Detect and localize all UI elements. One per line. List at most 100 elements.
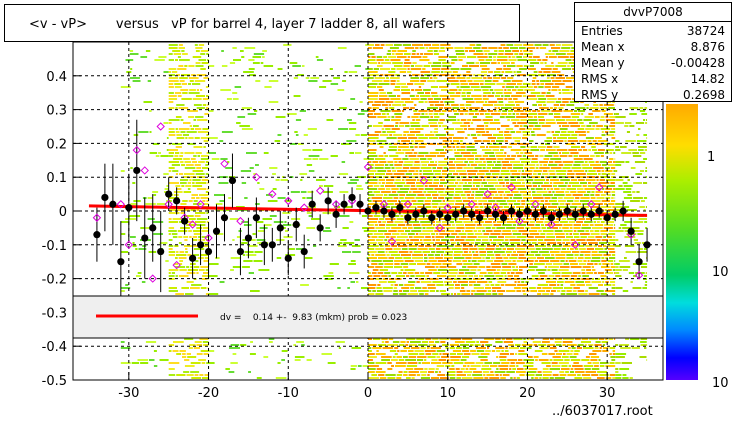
heatmap-cell xyxy=(643,248,648,250)
heatmap-cell xyxy=(592,218,602,220)
heatmap-cell xyxy=(422,68,426,70)
heatmap-cell xyxy=(626,209,637,211)
heatmap-cell xyxy=(182,356,187,358)
heatmap-cell xyxy=(601,110,606,112)
heatmap-cell xyxy=(482,104,494,106)
heatmap-cell xyxy=(420,80,427,82)
heatmap-cell xyxy=(410,65,414,67)
heatmap-cell xyxy=(548,164,558,166)
heatmap-cell xyxy=(490,371,494,373)
heatmap-cell xyxy=(401,89,410,91)
heatmap-cell xyxy=(206,221,209,223)
heatmap-cell xyxy=(348,71,358,73)
heatmap-cell xyxy=(412,62,417,64)
heatmap-cell xyxy=(563,263,570,265)
heatmap-cell xyxy=(645,176,647,178)
heatmap-cell xyxy=(486,245,495,247)
heatmap-cell xyxy=(556,290,561,292)
heatmap-cell xyxy=(168,254,176,256)
heatmap-cell xyxy=(234,86,242,88)
heatmap-cell xyxy=(457,56,466,58)
heatmap-cell xyxy=(489,170,500,172)
heatmap-cell xyxy=(397,140,401,142)
heatmap-cell xyxy=(368,266,375,268)
heatmap-cell xyxy=(615,113,619,115)
profile-point xyxy=(507,207,516,215)
heatmap-cell xyxy=(645,170,648,172)
heatmap-cell xyxy=(229,62,236,64)
profile-point xyxy=(117,258,125,266)
heatmap-cell xyxy=(388,143,393,145)
heatmap-cell xyxy=(470,365,481,367)
heatmap-cell xyxy=(206,53,209,55)
open-point xyxy=(571,240,580,250)
heatmap-cell xyxy=(471,200,478,202)
heatmap-cell xyxy=(567,173,575,175)
heatmap-cell xyxy=(460,68,472,70)
heatmap-cell xyxy=(379,146,384,148)
heatmap-cell xyxy=(546,227,552,229)
heatmap-cell xyxy=(533,116,537,118)
heatmap-cell xyxy=(540,143,544,145)
heatmap-cell xyxy=(397,224,406,226)
heatmap-cell xyxy=(368,365,379,367)
heatmap-cell xyxy=(384,203,394,205)
heatmap-cell xyxy=(473,275,478,277)
heatmap-cell xyxy=(600,155,604,157)
heatmap-cell xyxy=(483,185,494,187)
heatmap-cell xyxy=(426,209,436,211)
heatmap-cell xyxy=(517,221,523,223)
heatmap-cell xyxy=(338,128,349,130)
heatmap-cell xyxy=(368,251,377,253)
heatmap-cell xyxy=(640,341,647,343)
profile-point xyxy=(292,220,300,229)
heatmap-cell xyxy=(510,182,521,184)
heatmap-cell xyxy=(183,173,195,175)
heatmap-cell xyxy=(243,71,254,73)
heatmap-cell xyxy=(615,362,621,364)
heatmap-cell xyxy=(455,188,462,190)
heatmap-cell xyxy=(203,146,206,148)
heatmap-cell xyxy=(515,362,525,364)
heatmap-cell xyxy=(377,86,383,88)
heatmap-cell xyxy=(544,86,551,88)
heatmap-cell xyxy=(140,227,145,229)
heatmap-cell xyxy=(386,53,391,55)
heatmap-cell xyxy=(439,137,448,139)
heatmap-cell xyxy=(434,110,441,112)
heatmap-cell xyxy=(439,152,447,154)
heatmap-cell xyxy=(505,245,516,247)
heatmap-cell xyxy=(544,266,548,268)
heatmap-cell xyxy=(553,140,564,142)
heatmap-cell xyxy=(474,167,482,169)
heatmap-cell xyxy=(201,245,209,247)
heatmap-cell xyxy=(186,164,194,166)
heatmap-cell xyxy=(500,377,506,379)
heatmap-cell xyxy=(371,236,378,238)
heatmap-cell xyxy=(394,263,400,265)
heatmap-cell xyxy=(329,68,333,70)
heatmap-cell xyxy=(174,245,179,247)
heatmap-cell xyxy=(340,239,347,241)
heatmap-cell xyxy=(168,119,180,121)
heatmap-cell xyxy=(475,191,485,193)
stats-row-mean-x: Mean x 8.876 xyxy=(581,39,725,55)
heatmap-cell xyxy=(394,113,403,115)
open-point xyxy=(443,203,452,212)
heatmap-cell xyxy=(383,80,390,82)
heatmap-cell xyxy=(640,344,648,346)
heatmap-cell xyxy=(559,371,565,373)
heatmap-cell xyxy=(536,191,548,193)
heatmap-cell xyxy=(130,77,140,79)
heatmap-cell xyxy=(425,278,429,280)
heatmap-cell xyxy=(557,200,566,202)
heatmap-cell xyxy=(471,152,477,154)
heatmap-cell xyxy=(262,218,272,220)
heatmap-cell xyxy=(457,281,468,283)
heatmap-cell xyxy=(468,182,472,184)
heatmap-cell xyxy=(603,245,607,247)
open-point xyxy=(331,200,341,209)
heatmap-cell xyxy=(473,80,484,82)
heatmap-cell xyxy=(552,50,559,52)
heatmap-cell xyxy=(503,257,509,259)
